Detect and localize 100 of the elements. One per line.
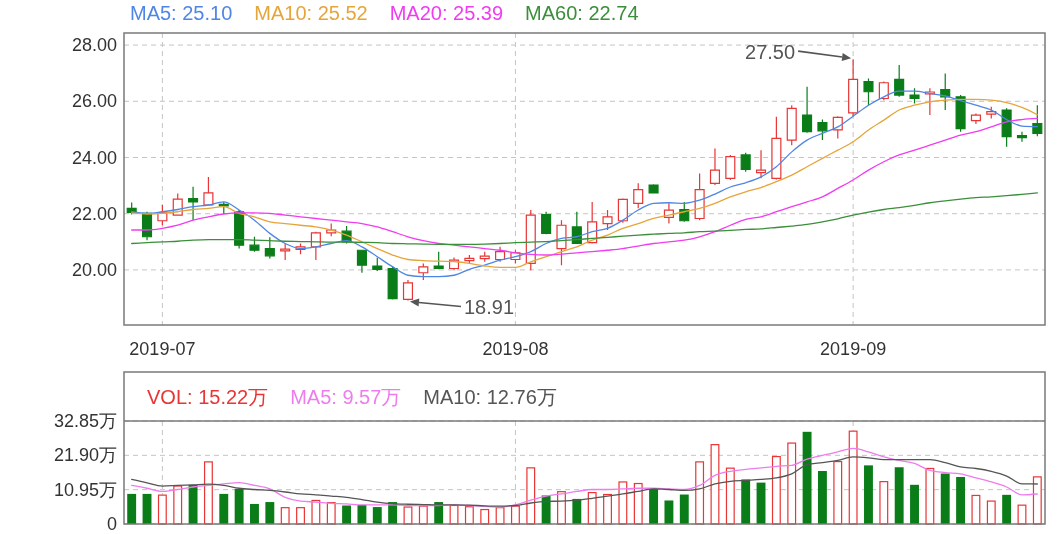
bar — [526, 467, 536, 525]
candlestick — [280, 242, 291, 261]
candlestick — [372, 257, 383, 272]
y-tick-label: 28.00 — [71, 35, 117, 56]
annotation: 27.50 — [745, 41, 796, 64]
candlestick — [1001, 107, 1012, 148]
text: VOL: 15.22万 — [147, 386, 269, 408]
bar — [633, 482, 643, 525]
candlestick — [356, 249, 367, 274]
candlestick — [1032, 104, 1043, 137]
bar — [157, 494, 167, 525]
line-series — [131, 456, 1038, 507]
candlestick — [725, 154, 736, 181]
candlestick — [709, 147, 721, 186]
candlestick — [418, 262, 429, 281]
candlestick — [694, 172, 705, 221]
candlestick — [556, 219, 567, 266]
candlestick — [495, 246, 506, 263]
candlestick — [740, 152, 751, 173]
bar — [403, 506, 413, 525]
bar — [372, 507, 382, 524]
bar — [741, 479, 751, 524]
candlestick — [479, 251, 490, 263]
bar — [234, 488, 244, 524]
text: MA10: 25.52 — [254, 2, 368, 24]
bar — [664, 500, 674, 524]
y-tick-label: 32.85万 — [53, 411, 117, 431]
x-tick-label: 2019-07 — [129, 339, 196, 359]
candlestick — [848, 58, 859, 117]
bar — [418, 505, 428, 525]
bar — [280, 507, 290, 525]
bar — [127, 493, 137, 524]
candlestick — [249, 236, 260, 253]
candlestick — [203, 176, 214, 207]
y-tick-label: 10.95万 — [53, 479, 117, 500]
bar — [802, 431, 812, 524]
bar — [986, 500, 996, 525]
bar — [464, 506, 474, 525]
text: MA20: 25.39 — [389, 2, 504, 24]
candlestick — [1016, 131, 1028, 143]
candlestick — [817, 118, 828, 141]
candlestick — [602, 209, 613, 231]
bar — [956, 476, 966, 524]
bar — [188, 484, 198, 524]
y-tick-label: 21.90万 — [53, 445, 117, 466]
candlestick — [802, 86, 813, 134]
bar — [833, 460, 843, 525]
line-series — [131, 117, 1038, 256]
bar — [787, 442, 797, 525]
bar — [203, 461, 213, 525]
bar — [541, 495, 551, 524]
annotation: 18.91 — [463, 295, 515, 318]
bar — [1017, 504, 1027, 525]
candlestick — [909, 87, 920, 105]
candlestick — [755, 149, 767, 179]
x-tick-label: 2019-09 — [820, 339, 887, 359]
bar — [587, 492, 597, 525]
text: MA5: 9.57万 — [290, 386, 402, 408]
bar — [1002, 494, 1012, 524]
bar — [219, 493, 229, 524]
bar — [848, 430, 858, 525]
candlestick — [617, 197, 628, 224]
y-tick-label: 24.00 — [71, 147, 117, 168]
text: MA10: 12.76万 — [423, 386, 557, 408]
candlestick — [955, 94, 966, 133]
bar — [296, 507, 305, 525]
bar — [879, 481, 889, 525]
bar — [649, 488, 659, 524]
candlestick — [771, 116, 782, 181]
bar — [864, 465, 873, 524]
candlestick — [940, 72, 951, 111]
bar — [173, 485, 183, 525]
candlestick — [786, 104, 797, 146]
bar — [910, 484, 919, 524]
bar — [695, 461, 705, 525]
candlestick — [188, 186, 199, 221]
bar — [265, 502, 275, 524]
candlestick — [633, 182, 644, 209]
bar — [342, 505, 352, 524]
y-tick-label: 22.00 — [71, 203, 117, 224]
bar — [618, 481, 628, 525]
bar — [925, 467, 935, 525]
bar — [710, 444, 720, 525]
candlestick — [464, 254, 475, 265]
candlestick — [970, 112, 981, 125]
candlestick — [234, 209, 245, 250]
text: MA60: 22.74 — [525, 2, 639, 24]
bar — [679, 494, 689, 524]
candlestick — [541, 211, 552, 235]
bar — [725, 467, 735, 525]
candlestick — [433, 251, 444, 270]
candlestick — [894, 64, 905, 98]
bar — [971, 494, 981, 525]
bar — [771, 455, 781, 525]
y-tick-label: 0 — [106, 514, 117, 534]
bar — [1032, 476, 1042, 525]
candlestick — [264, 236, 275, 259]
y-tick-label: 26.00 — [71, 91, 117, 112]
line-series — [131, 447, 1038, 508]
bar — [940, 473, 950, 524]
